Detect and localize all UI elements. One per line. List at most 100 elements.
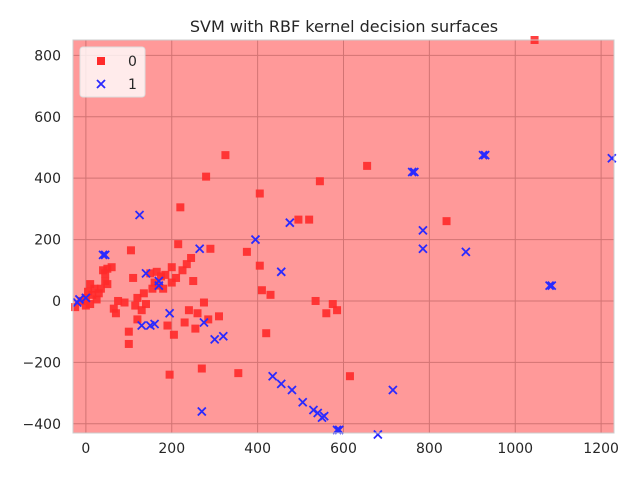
point-class-0: [266, 290, 275, 299]
x-tick-label: 0: [81, 441, 90, 457]
point-class-1: [154, 276, 164, 286]
legend-label-0: 0: [128, 54, 137, 70]
point-class-0: [96, 284, 105, 293]
point-class-0: [255, 261, 264, 270]
point-class-1: [218, 331, 228, 341]
plot-area: [71, 36, 617, 440]
y-tick-label: −400: [23, 417, 61, 433]
point-class-0: [257, 286, 266, 295]
point-class-0: [139, 289, 148, 298]
point-class-1: [409, 167, 419, 177]
point-class-0: [101, 269, 110, 278]
point-class-1: [547, 280, 557, 291]
point-class-0: [161, 270, 170, 279]
point-class-1: [100, 250, 110, 260]
point-class-0: [126, 246, 135, 255]
point-class-1: [276, 379, 286, 389]
plot-frame: [72, 39, 615, 434]
legend-marker-0: [97, 57, 105, 65]
point-class-0: [184, 306, 193, 315]
point-class-0: [305, 215, 314, 224]
point-class-1: [285, 218, 295, 228]
point-class-0: [133, 315, 142, 324]
point-class-1: [407, 167, 417, 177]
point-class-1: [544, 280, 555, 291]
point-class-0: [234, 369, 243, 378]
point-class-0: [114, 296, 123, 305]
point-class-0: [189, 277, 198, 286]
point-class-1: [197, 406, 207, 417]
x-tick-label: 1200: [583, 441, 619, 457]
point-class-0: [363, 161, 372, 170]
point-class-1: [164, 308, 175, 318]
x-tick-label: 600: [330, 441, 357, 457]
point-class-0: [148, 284, 157, 293]
point-class-0: [322, 309, 331, 318]
x-tick-label: 1000: [497, 441, 533, 457]
point-class-0: [255, 189, 264, 198]
point-class-0: [81, 301, 90, 310]
point-class-0: [109, 304, 118, 313]
point-class-1: [388, 385, 398, 395]
point-class-0: [176, 203, 185, 212]
chart-title: SVM with RBF kernel decision surfaces: [190, 17, 498, 36]
point-class-0: [180, 318, 189, 327]
point-class-1: [298, 397, 308, 407]
point-class-0: [442, 217, 451, 226]
point-class-0: [152, 267, 161, 276]
point-class-0: [163, 321, 172, 330]
point-class-1: [480, 150, 490, 160]
point-class-1: [134, 210, 145, 220]
point-class-0: [141, 300, 150, 309]
point-class-0: [191, 324, 200, 333]
point-class-1: [607, 153, 617, 163]
point-class-0: [131, 301, 140, 310]
x-tick-label: 200: [158, 441, 185, 457]
y-tick-label: 800: [34, 48, 61, 64]
point-class-0: [120, 298, 129, 307]
point-class-1: [319, 411, 329, 421]
point-class-0: [315, 177, 324, 186]
y-tick-label: 600: [34, 110, 61, 126]
point-class-0: [107, 263, 116, 272]
point-class-1: [210, 334, 220, 344]
point-class-0: [182, 260, 191, 269]
point-class-1: [418, 244, 428, 254]
point-class-0: [133, 293, 142, 302]
point-class-0: [172, 273, 181, 282]
point-class-1: [276, 267, 286, 277]
point-class-0: [187, 253, 196, 262]
point-class-0: [71, 303, 80, 312]
point-class-1: [250, 234, 261, 245]
y-tick-label: 200: [34, 233, 61, 249]
point-class-0: [174, 240, 183, 249]
point-class-0: [199, 298, 208, 307]
point-class-0: [94, 289, 103, 298]
point-class-0: [333, 306, 342, 315]
legend-box: [79, 46, 146, 98]
y-tick-label: −200: [23, 355, 61, 371]
legend-label-1: 1: [128, 77, 137, 93]
x-tick-label: 800: [416, 441, 443, 457]
legend-marker-1: [96, 79, 106, 89]
point-class-1: [418, 225, 428, 235]
point-class-1: [268, 371, 278, 381]
point-class-0: [90, 284, 99, 293]
point-class-0: [202, 172, 211, 181]
point-class-0: [88, 290, 97, 299]
point-class-0: [124, 327, 133, 336]
point-class-1: [141, 268, 151, 278]
point-class-0: [311, 296, 320, 305]
point-class-1: [137, 320, 147, 331]
point-class-0: [167, 263, 176, 272]
point-class-0: [294, 215, 303, 224]
point-class-1: [199, 317, 209, 328]
point-class-0: [111, 309, 120, 318]
point-class-1: [373, 429, 383, 440]
point-class-1: [461, 247, 471, 257]
point-class-1: [287, 385, 297, 395]
point-class-0: [214, 312, 223, 321]
point-class-0: [84, 287, 93, 296]
point-class-0: [345, 372, 354, 381]
point-class-1: [149, 319, 160, 329]
